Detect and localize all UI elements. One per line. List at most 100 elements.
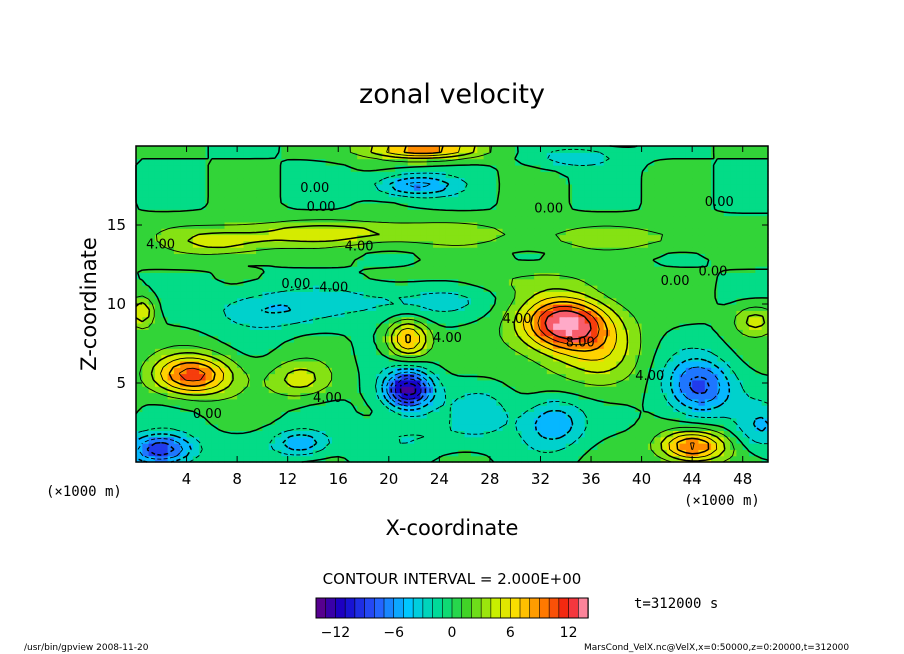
field-cell [350, 455, 358, 463]
field-cell [173, 285, 181, 292]
field-cell [616, 291, 624, 299]
field-cell [458, 329, 466, 337]
field-cell [761, 215, 769, 223]
field-cell [445, 247, 453, 255]
field-cell [388, 240, 396, 248]
field-cell [275, 297, 282, 305]
field-cell [199, 253, 207, 261]
field-cell [256, 259, 263, 267]
field-cell [742, 348, 750, 356]
field-cell [357, 398, 365, 406]
field-cell [445, 455, 453, 463]
field-cell [401, 164, 409, 172]
field-cell [186, 158, 194, 166]
field-cell [755, 240, 763, 248]
field-cell [527, 360, 535, 368]
field-cell [294, 322, 301, 330]
field-cell [742, 392, 750, 400]
field-cell [527, 171, 535, 179]
field-cell [496, 455, 504, 463]
field-cell [142, 379, 150, 387]
field-cell [502, 196, 510, 204]
field-cell [154, 253, 162, 261]
field-cell [616, 259, 624, 267]
field-cell [230, 373, 238, 381]
field-cell [622, 259, 630, 267]
field-cell [426, 253, 434, 261]
field-cell [559, 221, 567, 229]
field-cell [300, 304, 308, 311]
field-cell [439, 221, 447, 229]
field-cell [572, 234, 579, 242]
field-cell [553, 196, 561, 204]
field-cell [622, 341, 630, 349]
field-cell [369, 411, 377, 419]
field-cell [477, 215, 485, 223]
field-cell [717, 360, 725, 368]
field-cell [717, 196, 725, 204]
field-cell [584, 417, 592, 425]
field-cell [628, 348, 636, 356]
field-cell [357, 329, 365, 337]
field-cell [458, 341, 466, 349]
field-cell [395, 190, 403, 198]
field-cell [597, 190, 605, 198]
field-cell [641, 367, 649, 375]
field-cell [572, 272, 579, 280]
field-cell [439, 392, 447, 400]
field-cell [256, 202, 263, 210]
field-cell [622, 430, 630, 438]
field-cell [414, 164, 421, 172]
field-cell [173, 430, 181, 438]
field-cell [717, 272, 725, 280]
field-cell [350, 436, 358, 444]
field-cell [622, 322, 630, 330]
field-cell [628, 177, 636, 185]
field-cell [597, 297, 605, 305]
field-cell [553, 430, 561, 438]
field-cell [173, 367, 181, 375]
field-cell [401, 411, 409, 419]
field-cell [666, 373, 674, 381]
field-cell [243, 183, 251, 191]
field-cell [256, 360, 263, 368]
field-cell [666, 367, 674, 375]
field-cell [470, 152, 478, 160]
field-cell [717, 379, 725, 387]
field-cell [275, 215, 282, 223]
field-cell [338, 285, 346, 292]
field-cell [584, 354, 592, 362]
field-cell [546, 240, 554, 248]
field-cell [464, 417, 472, 425]
field-cell [237, 190, 245, 198]
field-cell [452, 164, 459, 172]
field-cell [256, 221, 263, 229]
field-cell [572, 322, 579, 330]
field-cell [433, 367, 440, 375]
field-cell [161, 221, 169, 229]
field-cell [572, 278, 579, 286]
field-cell [287, 183, 295, 191]
field-cell [300, 316, 308, 324]
field-cell [565, 158, 573, 166]
field-cell [445, 430, 453, 438]
field-cell [148, 278, 156, 286]
field-cell [616, 341, 624, 349]
field-cell [300, 152, 308, 160]
field-cell [521, 240, 529, 248]
field-cell [388, 455, 396, 463]
field-cell [154, 221, 162, 229]
field-cell [154, 348, 162, 356]
field-cell [628, 392, 636, 400]
field-cell [325, 177, 333, 185]
field-cell [628, 354, 636, 362]
field-cell [407, 430, 415, 438]
field-cell [325, 316, 333, 324]
field-cell [673, 221, 681, 229]
field-cell [628, 379, 636, 387]
field-cell [572, 424, 579, 431]
field-cell [704, 221, 712, 229]
field-cell [230, 196, 238, 204]
field-cell [237, 247, 245, 255]
field-cell [679, 443, 687, 450]
